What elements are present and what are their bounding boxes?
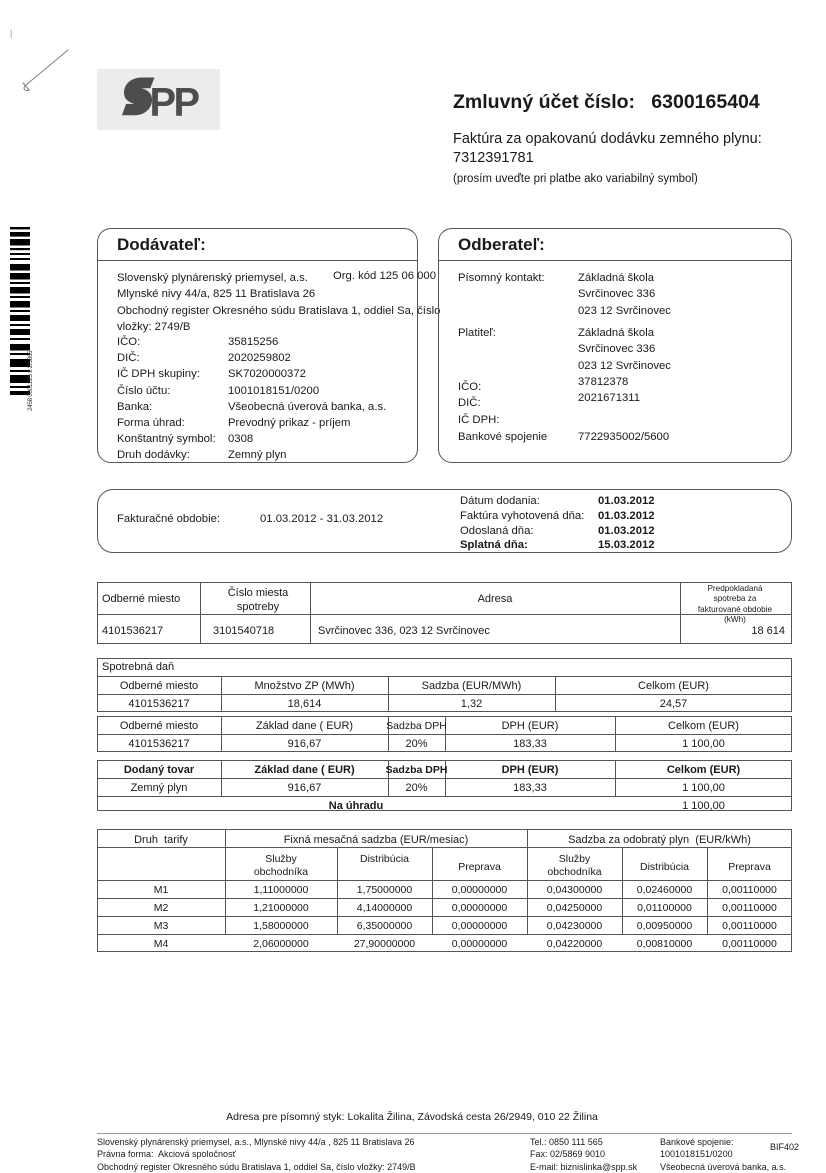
svg-text:PP: PP [149, 81, 199, 125]
